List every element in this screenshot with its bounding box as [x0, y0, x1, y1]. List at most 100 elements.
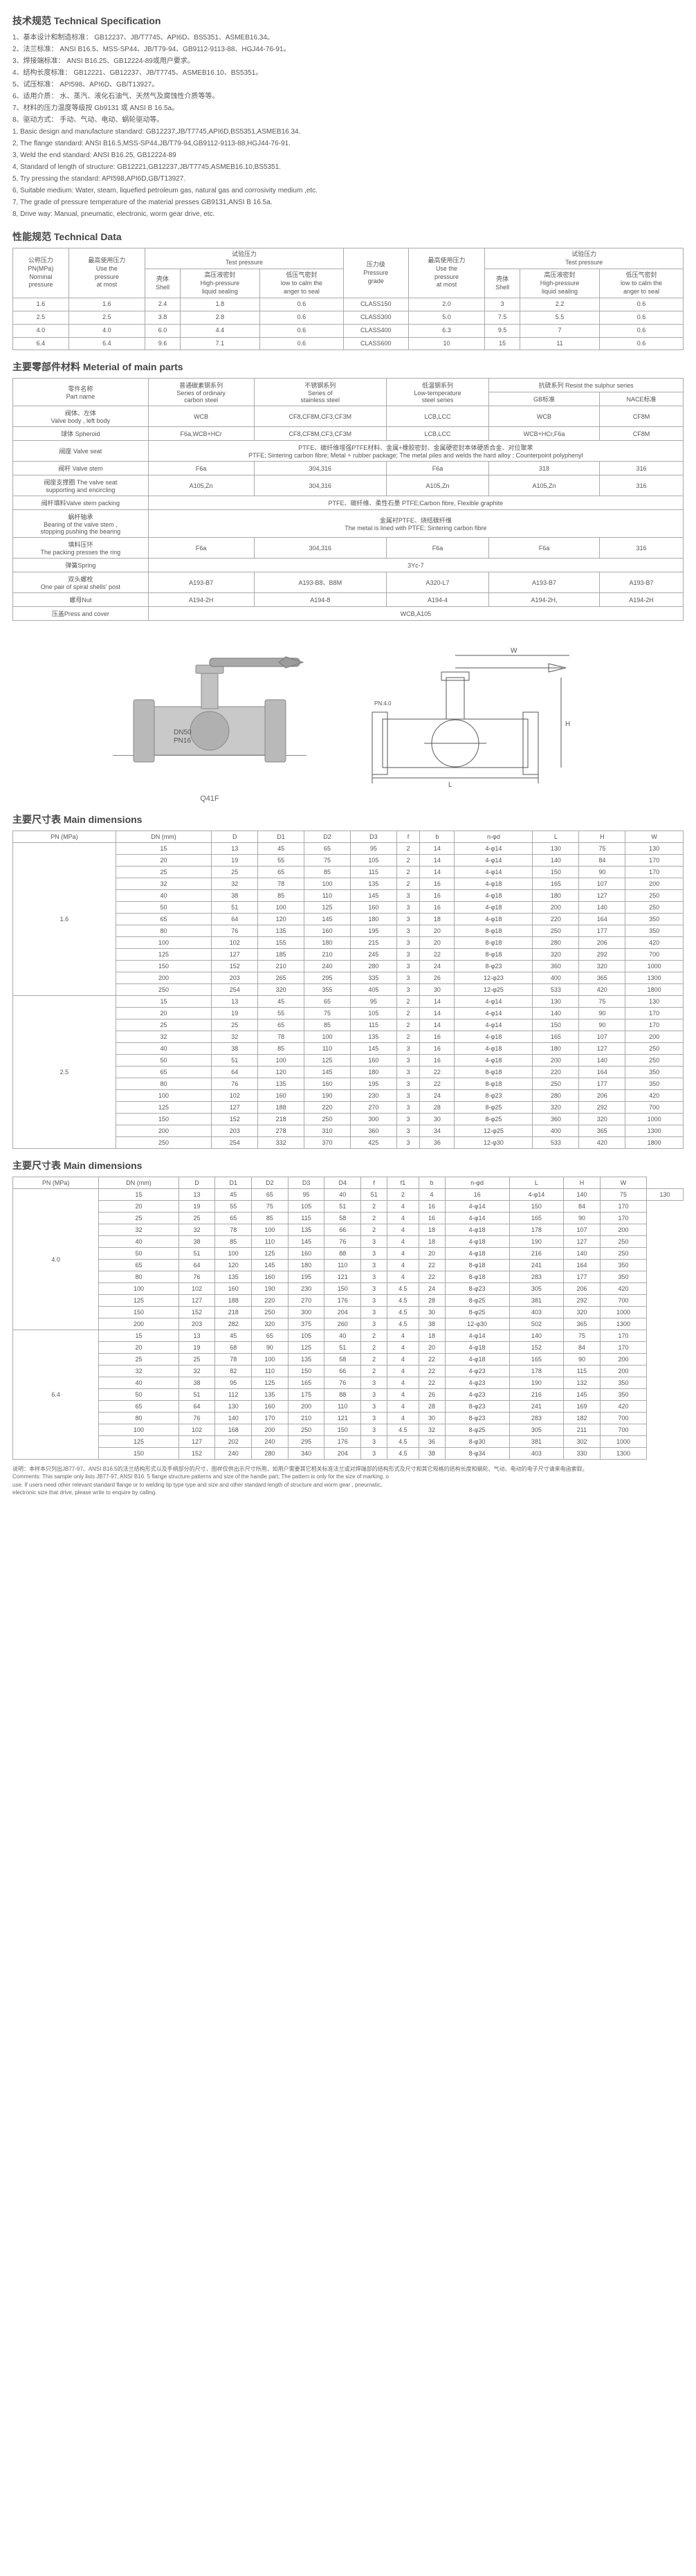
dim2-cell: 68 [215, 1342, 252, 1354]
dim1-cell: 76 [212, 925, 258, 937]
dim1-cell: 280 [533, 1090, 579, 1102]
dim1-cell: 2 [396, 855, 419, 867]
dim2-cell: 206 [564, 1283, 601, 1295]
dim2-cell: 140 [509, 1330, 564, 1342]
perf-cell: 1.8 [180, 298, 259, 311]
dim1-cell: 533 [533, 984, 579, 996]
dim2-cell: 90 [252, 1342, 289, 1354]
dim2-cell: 3 [361, 1413, 387, 1424]
dim1-cell: 20 [116, 855, 212, 867]
mat-cell: CF8M [599, 427, 683, 441]
spec-line-cn: 8、驱动方式： 手动、气动、电动、蜗轮驱动等。 [12, 114, 684, 126]
dim1-cell: 170 [625, 867, 684, 878]
dim2-cell: 168 [215, 1424, 252, 1436]
dim2-cell: 180 [288, 1260, 324, 1271]
dim1-cell: 370 [304, 1137, 351, 1149]
dim1-cell: 3 [396, 1125, 419, 1137]
svg-text:W: W [511, 647, 518, 655]
dim2-cell: 18 [419, 1224, 445, 1236]
mat-cell: CF8,CF8M,CF3,CF3M [254, 406, 386, 427]
dim2-cell: 8-φ25 [445, 1424, 509, 1436]
perf-cell: 9.6 [145, 337, 181, 350]
dim2-cell: 50 [99, 1248, 178, 1260]
svg-text:L: L [448, 781, 452, 789]
dim1-cell: 100 [304, 878, 351, 890]
dim2-cell: 150 [324, 1283, 361, 1295]
dim1-cell: 4-φ18 [455, 902, 533, 914]
dim1-cell: 2 [396, 867, 419, 878]
dim2-cell: 188 [215, 1295, 252, 1307]
mat-cell: A193-B7 [489, 572, 600, 593]
dim1-cell: 3 [396, 1067, 419, 1078]
dim1-cell: 405 [350, 984, 396, 996]
dim1-cell: 130 [625, 843, 684, 855]
dim2-cell: 80 [99, 1271, 178, 1283]
dim1-cell: 230 [350, 1090, 396, 1102]
perf-cell: 0.6 [259, 324, 343, 337]
dim2-cell: 700 [600, 1424, 646, 1436]
dim1-cell: 19 [212, 855, 258, 867]
dim1-cell: 160 [350, 902, 396, 914]
dim1-cell: 125 [304, 1055, 351, 1067]
dim2-cell: 4-φ18 [445, 1354, 509, 1366]
diagram-area: DN50 PN16 Q41F [12, 631, 684, 803]
dim1-cell: 206 [579, 1090, 625, 1102]
dim2-cell: 200 [600, 1366, 646, 1377]
dim1-cell: 1800 [625, 984, 684, 996]
dim1-cell: 140 [533, 855, 579, 867]
dim2-cell: 420 [600, 1283, 646, 1295]
dim2-cell: 115 [288, 1213, 324, 1224]
dim1-cell: 180 [350, 1067, 396, 1078]
mat-cell: A193-B7 [599, 572, 683, 593]
dim1-cell: 2 [396, 1031, 419, 1043]
dim1-cell: 203 [212, 972, 258, 984]
dim1-cell: 1300 [625, 1125, 684, 1137]
perf-hdr-highseal2: 高压液密封High-pressureliquid sealing [520, 269, 600, 298]
dim2-cell: 4 [387, 1201, 419, 1213]
dim2-cell: 195 [288, 1271, 324, 1283]
dim1-cell: 125 [304, 902, 351, 914]
dim2-cell: 125 [252, 1377, 289, 1389]
dim2-cell: 28 [419, 1295, 445, 1307]
dim1-cell: 8-φ18 [455, 949, 533, 961]
dim1-cell: 278 [258, 1125, 304, 1137]
dim2-cell: 76 [324, 1377, 361, 1389]
dim1-cell: 8-φ25 [455, 1102, 533, 1114]
dim1-cell: 245 [350, 949, 396, 961]
perf-cell: CLASS150 [343, 298, 408, 311]
dim1-cell: 240 [304, 961, 351, 972]
dim2-cell: 1300 [600, 1318, 646, 1330]
mat-cell: 318 [489, 462, 600, 475]
dim1-cell: 3 [396, 914, 419, 925]
dim1-cell: 75 [304, 855, 351, 867]
dim1-cell: 250 [533, 1078, 579, 1090]
dim2-cell: 220 [252, 1295, 289, 1307]
dim2-cell: 8-φ23 [445, 1413, 509, 1424]
dim1-cell: 200 [625, 1031, 684, 1043]
dim2-cell: 22 [419, 1377, 445, 1389]
dim1-cell: 280 [533, 937, 579, 949]
dim1-cell: 110 [304, 890, 351, 902]
dim2-cell: 4-φ23 [445, 1366, 509, 1377]
dim2-cell: 105 [288, 1201, 324, 1213]
dim2-cell: 152 [178, 1448, 215, 1460]
mat-cell: A194-2H [148, 593, 254, 607]
dim2-cell: 105 [288, 1330, 324, 1342]
dim1-cell: 100 [116, 937, 212, 949]
dim2-cell: 45 [215, 1330, 252, 1342]
dim2-cell: 18 [419, 1236, 445, 1248]
dim1-cell: 420 [579, 1137, 625, 1149]
dim2-cell: 350 [600, 1377, 646, 1389]
dim2-cell: 107 [564, 1224, 601, 1236]
dim2-cell: 32 [99, 1366, 178, 1377]
spec-line-cn: 1、基本设计和制造标准： GB12237、JB/T7745、API6D、BS53… [12, 32, 684, 44]
dim1-cell: 102 [212, 937, 258, 949]
dim1-cell: 20 [116, 1008, 212, 1019]
perf-cell: 9.5 [485, 324, 520, 337]
dim1-cell: 140 [579, 1055, 625, 1067]
dim1-cell: 4-φ18 [455, 1031, 533, 1043]
dim1-cell: 8-φ18 [455, 1067, 533, 1078]
mat-cell: 316 [599, 475, 683, 496]
dim1-cell: 130 [533, 996, 579, 1008]
dim2-cell: 4 [419, 1189, 445, 1201]
